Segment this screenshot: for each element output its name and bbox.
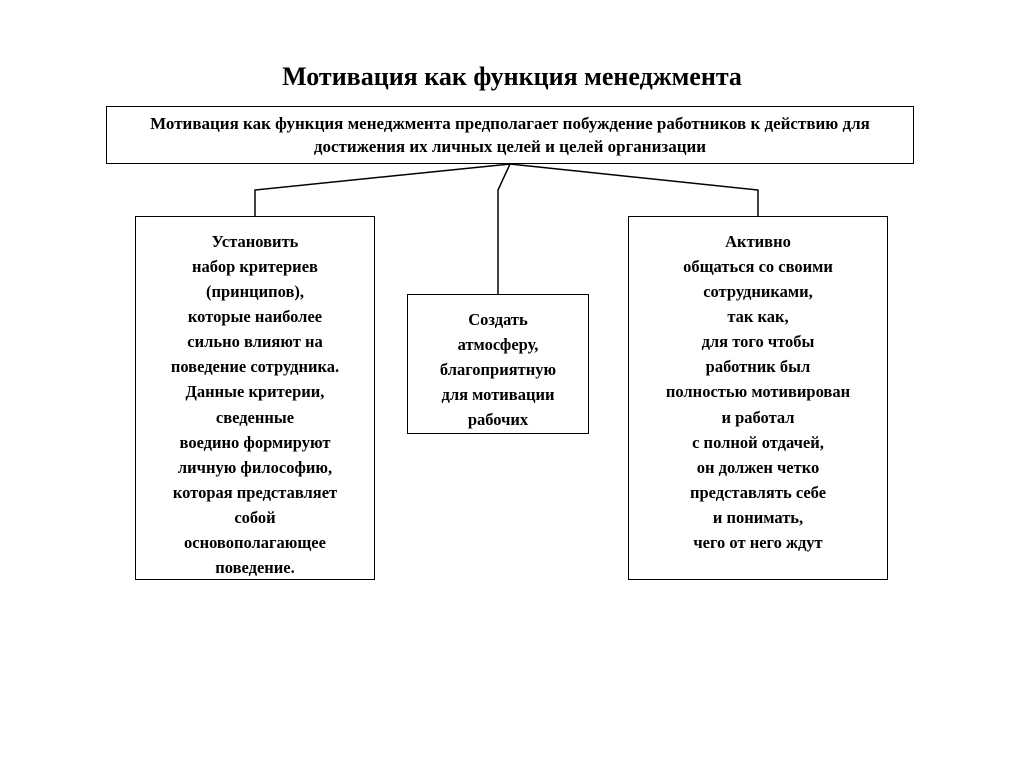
child-box-middle: Создатьатмосферу,благоприятнуюдля мотива… <box>407 294 589 434</box>
root-box: Мотивация как функция менеджмента предпо… <box>106 106 914 164</box>
child-box-left: Установитьнабор критериев(принципов),кот… <box>135 216 375 580</box>
child-box-right: Активнообщаться со своимисотрудниками,та… <box>628 216 888 580</box>
diagram-title: Мотивация как функция менеджмента <box>0 62 1024 92</box>
